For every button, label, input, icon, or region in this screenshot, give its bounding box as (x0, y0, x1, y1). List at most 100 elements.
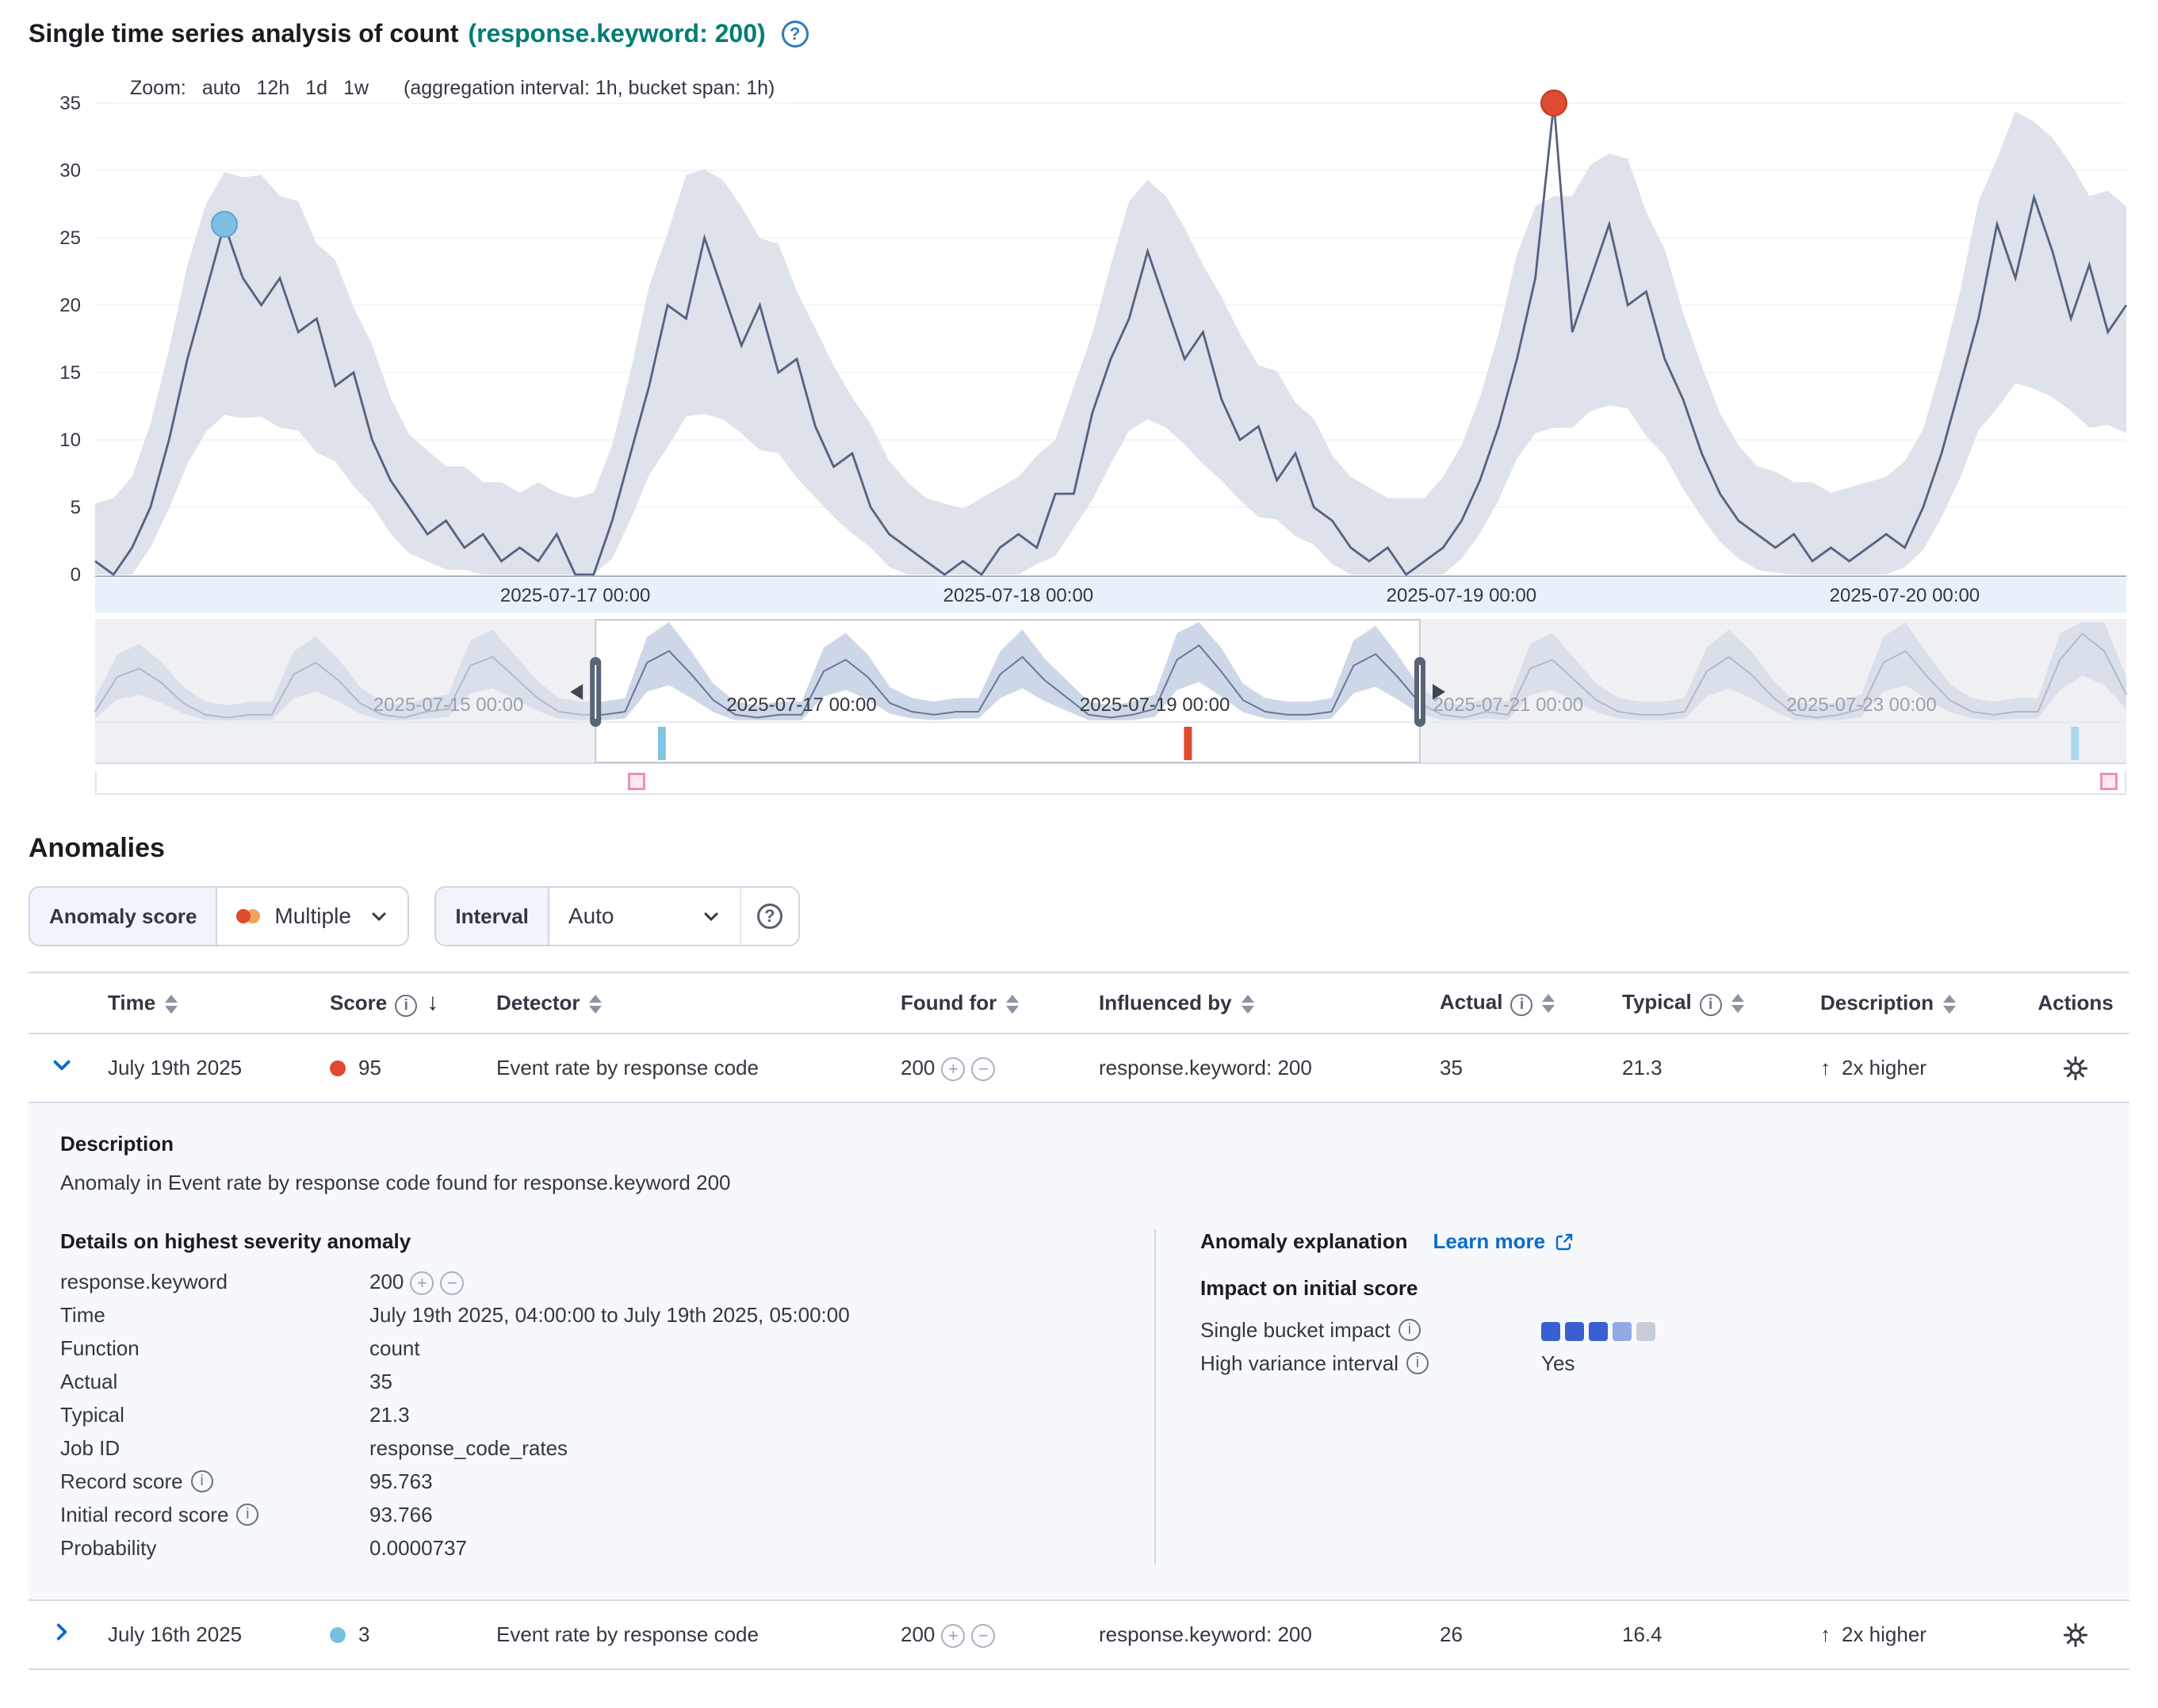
col-description[interactable]: Description (1808, 972, 2022, 1034)
arrow-up-icon: ↑ (1820, 1056, 1831, 1080)
svg-text:2025-07-20 00:00: 2025-07-20 00:00 (1830, 585, 1980, 606)
cell-score: 3 (317, 1599, 484, 1671)
page-title: Single time series analysis of count (re… (29, 19, 766, 48)
zoom-option-auto[interactable]: auto (201, 77, 241, 99)
svg-text:20: 20 (59, 295, 81, 316)
info-icon[interactable]: i (1699, 994, 1722, 1016)
col-typical[interactable]: Typical i (1609, 972, 1808, 1034)
explanation-heading: Anomaly explanation (1200, 1229, 1408, 1254)
col-time[interactable]: Time (95, 972, 317, 1034)
interval-filter: Interval Auto ? (434, 886, 800, 946)
filter-out-icon[interactable]: − (971, 1623, 996, 1648)
brush-arrow-left-icon[interactable] (570, 684, 584, 700)
svg-text:30: 30 (59, 160, 81, 181)
context-anomaly-mark[interactable] (657, 727, 666, 760)
svg-text:0: 0 (71, 564, 81, 586)
filter-in-icon[interactable]: + (941, 1057, 966, 1081)
page-title-text: Single time series analysis of count (29, 19, 459, 48)
col-detector[interactable]: Detector (484, 972, 888, 1034)
actions-gear-icon[interactable] (2063, 1056, 2088, 1081)
cell-time: July 19th 2025 (95, 1033, 317, 1103)
svg-text:25: 25 (59, 227, 81, 249)
col-influenced-by[interactable]: Influenced by (1086, 972, 1427, 1034)
interval-filter-label: Interval (436, 888, 549, 945)
zoom-controls: Zoom: auto 12h 1d 1w (aggregation interv… (117, 74, 788, 103)
filter-out-icon[interactable]: − (440, 1271, 465, 1296)
anomaly-dot-critical[interactable] (1540, 90, 1567, 117)
anomalies-filters: Anomaly score Multiple Interval Auto ? (29, 886, 2129, 946)
sort-icon (1241, 995, 1254, 1014)
anomaly-score-filter-label: Anomaly score (30, 888, 218, 945)
sort-icon (589, 995, 603, 1014)
anomaly-row: July 16th 2025 3 Event rate by response … (29, 1599, 2129, 1671)
anomaly-swimlane (95, 771, 2126, 795)
info-icon[interactable]: i (236, 1504, 259, 1527)
anomaly-score-select[interactable]: Multiple (217, 888, 407, 945)
info-icon[interactable]: i (395, 995, 418, 1017)
anomaly-dot-warning[interactable] (211, 211, 238, 238)
main-time-series-chart[interactable]: 0 5 10 15 20 25 30 35 2025-07-17 00:00 2025-07-18… (29, 67, 2129, 619)
info-icon[interactable]: i (1398, 1319, 1421, 1342)
col-score[interactable]: Score i ↓ (317, 972, 484, 1034)
svg-text:10: 10 (59, 430, 81, 451)
title-help-icon[interactable]: ? (781, 20, 809, 48)
zoom-option-1w[interactable]: 1w (343, 77, 369, 99)
info-icon[interactable]: i (1510, 994, 1533, 1016)
chevron-down-icon (704, 912, 718, 922)
interval-help-icon[interactable]: ? (756, 904, 782, 929)
context-anomaly-mark[interactable] (1184, 727, 1192, 760)
swimlane-cell[interactable] (2100, 773, 2118, 790)
interval-select[interactable]: Auto (549, 888, 740, 945)
impact-square (1589, 1322, 1608, 1342)
anomaly-row: July 19th 2025 95 Event rate by response… (29, 1033, 2129, 1103)
anomaly-score-value: Multiple (274, 904, 351, 928)
svg-text:2025-07-19 00:00: 2025-07-19 00:00 (1387, 585, 1537, 606)
brush-arrow-right-icon[interactable] (1433, 684, 1445, 700)
time-series-chart-area[interactable]: Zoom: auto 12h 1d 1w (aggregation interv… (29, 67, 2129, 795)
col-expander (29, 972, 95, 1034)
cell-found-for: 200 + − (888, 1599, 1086, 1671)
interval-help-wrap: ? (739, 888, 798, 945)
sort-down-icon: ↓ (427, 989, 439, 1015)
cell-detector: Event rate by response code (484, 1033, 888, 1103)
impact-square (1565, 1322, 1584, 1342)
anomalies-table: Time Score i ↓ Detector Found for Influenc… (29, 972, 2129, 1671)
cell-influenced-by: response.keyword: 200 (1086, 1599, 1427, 1671)
expand-row-button[interactable] (50, 1620, 74, 1644)
info-icon[interactable]: i (1406, 1352, 1429, 1375)
cell-detector: Event rate by response code (484, 1599, 888, 1671)
swimlane-cell[interactable] (628, 773, 646, 790)
table-header-row: Time Score i ↓ Detector Found for Influenc… (29, 972, 2129, 1034)
svg-text:5: 5 (71, 497, 81, 518)
svg-text:2025-07-18 00:00: 2025-07-18 00:00 (943, 585, 1094, 606)
actions-gear-icon[interactable] (2063, 1622, 2088, 1648)
cell-actual: 26 (1427, 1599, 1609, 1671)
impact-square (1636, 1322, 1655, 1342)
cell-found-for: 200 + − (888, 1033, 1086, 1103)
cell-score: 95 (317, 1033, 484, 1103)
sort-icon (1731, 994, 1744, 1014)
filter-in-icon[interactable]: + (410, 1271, 434, 1296)
zoom-option-12h[interactable]: 12h (256, 77, 290, 99)
severity-dot (330, 1060, 346, 1077)
collapse-row-button[interactable] (50, 1053, 74, 1077)
zoom-option-1d[interactable]: 1d (305, 77, 328, 99)
col-actual[interactable]: Actual i (1427, 972, 1609, 1034)
col-found-for[interactable]: Found for (888, 972, 1086, 1034)
chevron-down-icon (372, 912, 386, 922)
page-title-filter: (response.keyword: 200) (468, 19, 766, 48)
impact-rating (1541, 1313, 1660, 1347)
svg-text:2025-07-17 00:00: 2025-07-17 00:00 (726, 694, 877, 716)
filter-out-icon[interactable]: − (971, 1057, 996, 1081)
description-text: Anomaly in Event rate by response code f… (60, 1171, 731, 1195)
sort-icon (1006, 995, 1020, 1014)
filter-in-icon[interactable]: + (941, 1623, 966, 1648)
info-icon[interactable]: i (190, 1470, 213, 1493)
arrow-up-icon: ↑ (1820, 1622, 1831, 1647)
impact-square (1613, 1322, 1632, 1342)
svg-text:2025-07-19 00:00: 2025-07-19 00:00 (1080, 694, 1230, 716)
learn-more-link[interactable]: Learn more (1433, 1229, 1574, 1254)
context-anomaly-mark[interactable] (2071, 727, 2080, 760)
cell-typical: 16.4 (1609, 1599, 1808, 1671)
